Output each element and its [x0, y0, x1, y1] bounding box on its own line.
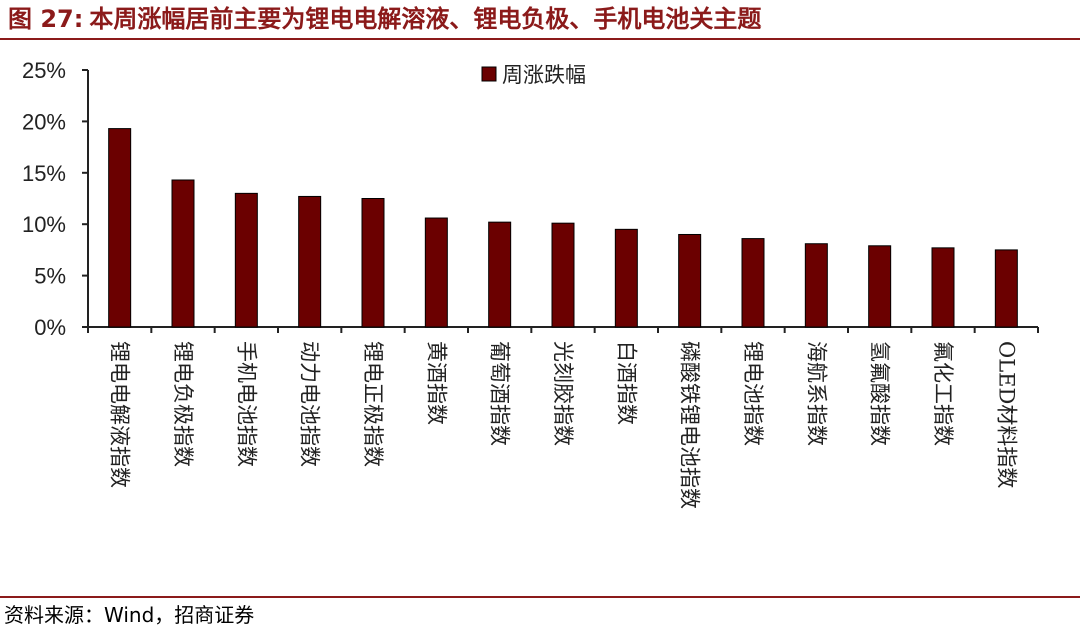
bar [298, 195, 322, 328]
x-category-label: 动力电池指数 [298, 341, 322, 467]
bar [994, 249, 1018, 328]
figure-title: 图 27: 本周涨幅居前主要为锂电电解溶液、锂电负极、手机电池关主题 [8, 2, 761, 36]
x-category-label: OLED材料指数 [994, 341, 1018, 488]
x-category-label: 白酒指数 [614, 341, 638, 425]
y-tick-label: 5% [34, 264, 66, 289]
y-tick-label: 25% [22, 58, 66, 83]
legend: 周涨跌幅 [481, 63, 586, 87]
bar [234, 192, 258, 328]
x-category-label: 磷酸铁锂电池指数 [678, 341, 702, 509]
figure-title-text: 本周涨幅居前主要为锂电电解溶液、锂电负极、手机电池关主题 [89, 5, 762, 33]
x-category-label: 锂电正极指数 [361, 341, 385, 467]
bar [488, 221, 512, 328]
bar-chart: 0% 5% 10% 15% 20% 25% 锂电电解液指数 锂电负极指数 手机电池指数 动力电池… [22, 58, 1039, 509]
bar [868, 245, 892, 328]
bar [931, 247, 955, 328]
x-category-label: 氟化工指数 [931, 341, 955, 446]
bar [424, 217, 448, 328]
y-tick-label: 20% [22, 109, 66, 134]
bar [804, 243, 828, 328]
bar [361, 198, 385, 328]
footer-rule [0, 596, 1080, 598]
bar [678, 233, 702, 328]
x-category-label: 手机电池指数 [234, 341, 258, 467]
figure-label: 图 27: [8, 5, 84, 33]
bar [108, 128, 132, 328]
x-category-label: 黄酒指数 [424, 341, 448, 425]
bar [171, 179, 195, 328]
x-category-label: 葡萄酒指数 [488, 341, 512, 446]
x-category-label: 光刻胶指数 [551, 341, 575, 446]
x-category-label: 锂电负极指数 [171, 341, 195, 467]
y-tick-label: 15% [22, 161, 66, 186]
source-note: 资料来源：Wind，招商证券 [4, 603, 255, 627]
bar [614, 228, 638, 328]
y-axis: 0% 5% 10% 15% 20% 25% [22, 58, 89, 340]
legend-swatch [481, 66, 497, 82]
title-rule [0, 38, 1080, 40]
x-category-label: 锂电池指数 [741, 341, 765, 446]
legend-label: 周涨跌幅 [502, 63, 586, 87]
x-category-label: 锂电电解液指数 [108, 341, 132, 488]
x-category-label: 海航系指数 [804, 341, 828, 446]
y-tick-label: 0% [34, 315, 66, 340]
bar-series [108, 128, 1018, 328]
x-category-label: 氢氟酸指数 [868, 341, 892, 446]
bar [551, 222, 575, 328]
bar [741, 238, 765, 328]
y-tick-label: 10% [22, 212, 66, 237]
x-axis: 锂电电解液指数 锂电负极指数 手机电池指数 动力电池指数 锂电正极指数 黄酒指数 葡萄酒指数… [87, 326, 1039, 509]
